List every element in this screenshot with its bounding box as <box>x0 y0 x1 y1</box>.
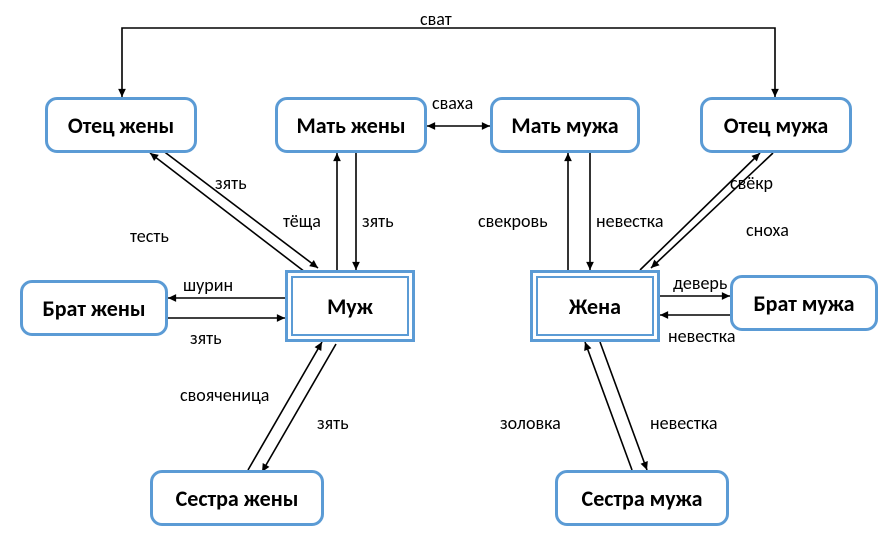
edge-label: зять <box>317 412 349 434</box>
node-label: Отец жены <box>68 112 174 139</box>
edge-label: зять <box>362 210 394 232</box>
edge-label: деверь <box>673 272 727 294</box>
node-mat_muzha: Мать мужа <box>490 97 640 153</box>
edge <box>651 153 773 268</box>
node-label: Сестра мужа <box>582 485 703 512</box>
edge-label: невестка <box>668 325 735 347</box>
edge-label: невестка <box>596 210 663 232</box>
node-sestra_zheny: Сестра жены <box>150 470 324 526</box>
edge <box>122 28 775 97</box>
node-otec_zheny: Отец жены <box>45 97 197 153</box>
node-label: Отец мужа <box>724 112 828 139</box>
edge-label: золовка <box>500 412 561 434</box>
edge-label: невестка <box>650 412 717 434</box>
edge-label: свекровь <box>478 210 548 232</box>
node-label: Муж <box>327 293 373 320</box>
edge-label: свёкр <box>730 172 773 194</box>
node-label: Сестра жены <box>176 485 299 512</box>
edge-label: тёща <box>283 210 321 232</box>
node-brat_zheny: Брат жены <box>20 280 168 336</box>
node-otec_muzha: Отец мужа <box>700 97 852 153</box>
edge <box>600 342 647 470</box>
edge-label: зять <box>215 172 247 194</box>
edge-label: сноха <box>746 219 789 241</box>
edge-label: свояченица <box>180 384 269 406</box>
node-zhena: Жена <box>530 270 660 342</box>
edge <box>585 342 632 470</box>
edge-label: шурин <box>183 274 233 296</box>
node-label: Мать жены <box>296 112 405 139</box>
node-sestra_muzha: Сестра мужа <box>555 470 729 526</box>
edge-label: тесть <box>130 225 169 247</box>
edge <box>162 150 318 268</box>
node-label: Жена <box>569 293 621 320</box>
node-mat_zheny: Мать жены <box>275 97 427 153</box>
edge <box>150 153 305 272</box>
edge <box>248 342 322 470</box>
node-label: Брат жены <box>43 295 146 322</box>
node-muzh: Муж <box>285 270 415 342</box>
edge <box>262 344 336 472</box>
node-label: Мать мужа <box>511 112 618 139</box>
edge-label: зять <box>190 327 222 349</box>
edge-label: сваха <box>432 92 473 114</box>
node-label: Брат мужа <box>753 290 854 317</box>
node-brat_muzha: Брат мужа <box>730 275 878 331</box>
edge-label: сват <box>420 8 452 30</box>
